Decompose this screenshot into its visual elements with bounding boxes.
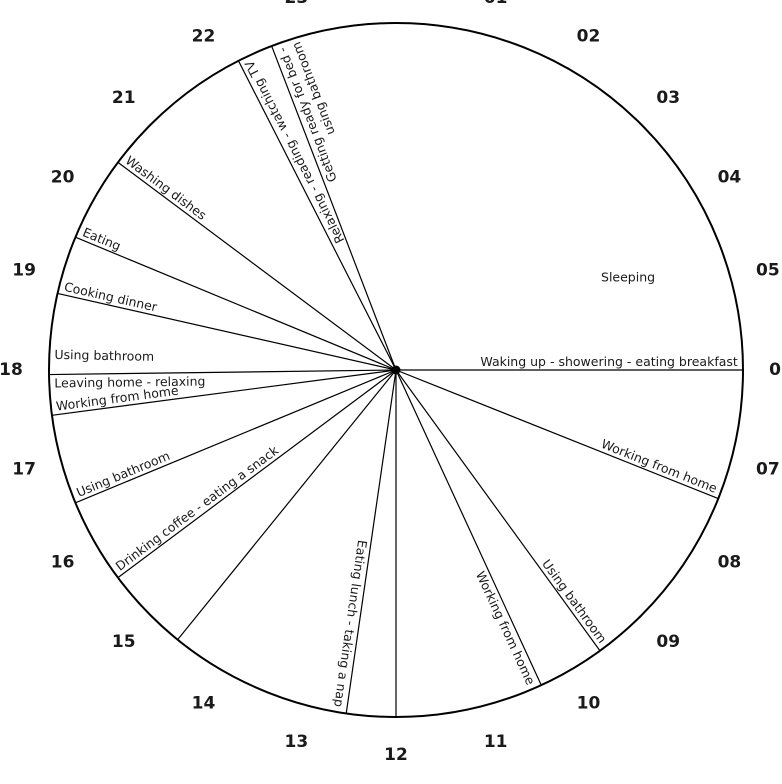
divider-line — [395, 369, 601, 652]
hour-label: 19 — [12, 260, 36, 280]
activity-label-group: Cooking dinner — [63, 279, 159, 315]
activity-label-group: Using bathroom — [539, 556, 610, 646]
activity-label: Working from home — [473, 569, 538, 688]
divider-line — [51, 369, 397, 416]
activity-label-group: Waking up - showering - eating breakfast — [480, 354, 738, 369]
activity-label-group: Eating — [81, 224, 124, 253]
activity-label: Waking up - showering - eating breakfast — [480, 354, 738, 369]
divider-line — [75, 236, 397, 371]
activity-label-group: Working from home — [599, 436, 720, 496]
hour-label: 14 — [192, 693, 216, 713]
activity-label: Cooking dinner — [63, 279, 159, 315]
divider-line — [395, 369, 542, 686]
divider-line — [237, 60, 397, 371]
divider-line — [117, 369, 397, 579]
activity-label: Working from home — [599, 436, 720, 496]
hour-label: 21 — [112, 88, 136, 108]
activity-dividers — [49, 45, 743, 717]
hour-label: 07 — [756, 460, 780, 480]
activity-label: Washing dishes — [123, 153, 210, 223]
activity-label-group: Leaving home - relaxing — [54, 373, 205, 390]
activity-label: Eating — [81, 224, 124, 253]
hour-label: 08 — [718, 553, 742, 573]
hour-labels: 0001020304050607080910111213141516171819… — [0, 0, 782, 765]
hour-label: 13 — [285, 732, 309, 752]
hour-label: 06 — [769, 360, 782, 380]
hour-label: 22 — [192, 27, 216, 47]
center-hub — [391, 365, 401, 375]
hour-label: 05 — [756, 260, 780, 280]
hour-label: 15 — [112, 632, 136, 652]
hour-label: 12 — [384, 745, 408, 765]
hour-label: 11 — [484, 732, 508, 752]
divider-line — [345, 369, 397, 714]
hour-label: 01 — [484, 0, 508, 8]
hour-label: 20 — [51, 168, 75, 188]
activity-label-group: Working from home — [473, 569, 538, 688]
hour-label: 02 — [577, 27, 601, 47]
activity-label-group: Using bathroom — [74, 448, 172, 500]
hour-label: 09 — [656, 632, 680, 652]
hour-label: 17 — [12, 460, 36, 480]
activity-label-group: Using bathroom — [54, 347, 154, 364]
activity-label: Leaving home - relaxing — [54, 373, 205, 390]
hour-label: 10 — [577, 693, 601, 713]
activity-label-group: Washing dishes — [123, 153, 210, 223]
divider-line — [271, 45, 397, 371]
divider-line — [75, 369, 397, 504]
hour-label: 04 — [718, 168, 742, 188]
hour-label: 18 — [0, 360, 23, 380]
divider-line — [177, 369, 397, 641]
divider-line — [57, 292, 397, 371]
activity-label: Using bathroom — [54, 347, 154, 364]
divider-line — [117, 161, 397, 371]
activity-label: Using bathroom — [539, 556, 610, 646]
activity-label: Using bathroom — [74, 448, 172, 500]
hour-label: 03 — [656, 88, 680, 108]
hour-label: 23 — [285, 0, 309, 8]
activity-label: Sleeping — [601, 269, 655, 284]
divider-line — [49, 369, 397, 376]
hour-label: 16 — [51, 553, 75, 573]
activity-label-group: Sleeping — [601, 269, 655, 284]
divider-line — [395, 369, 719, 500]
